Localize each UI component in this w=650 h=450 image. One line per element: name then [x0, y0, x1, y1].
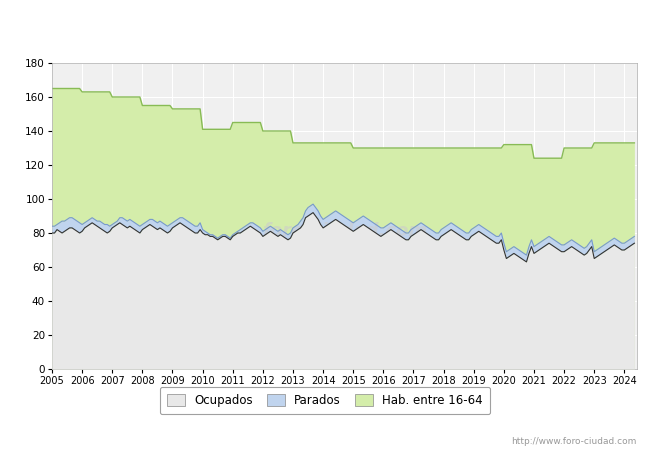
Legend: Ocupados, Parados, Hab. entre 16-64: Ocupados, Parados, Hab. entre 16-64	[160, 387, 490, 414]
Text: Almenar de Soria - Evolucion de la poblacion en edad de Trabajar Mayo de 2024: Almenar de Soria - Evolucion de la pobla…	[25, 21, 625, 33]
Text: foro-ciudad.com: foro-ciudad.com	[262, 222, 427, 240]
Text: http://www.foro-ciudad.com: http://www.foro-ciudad.com	[512, 436, 637, 446]
